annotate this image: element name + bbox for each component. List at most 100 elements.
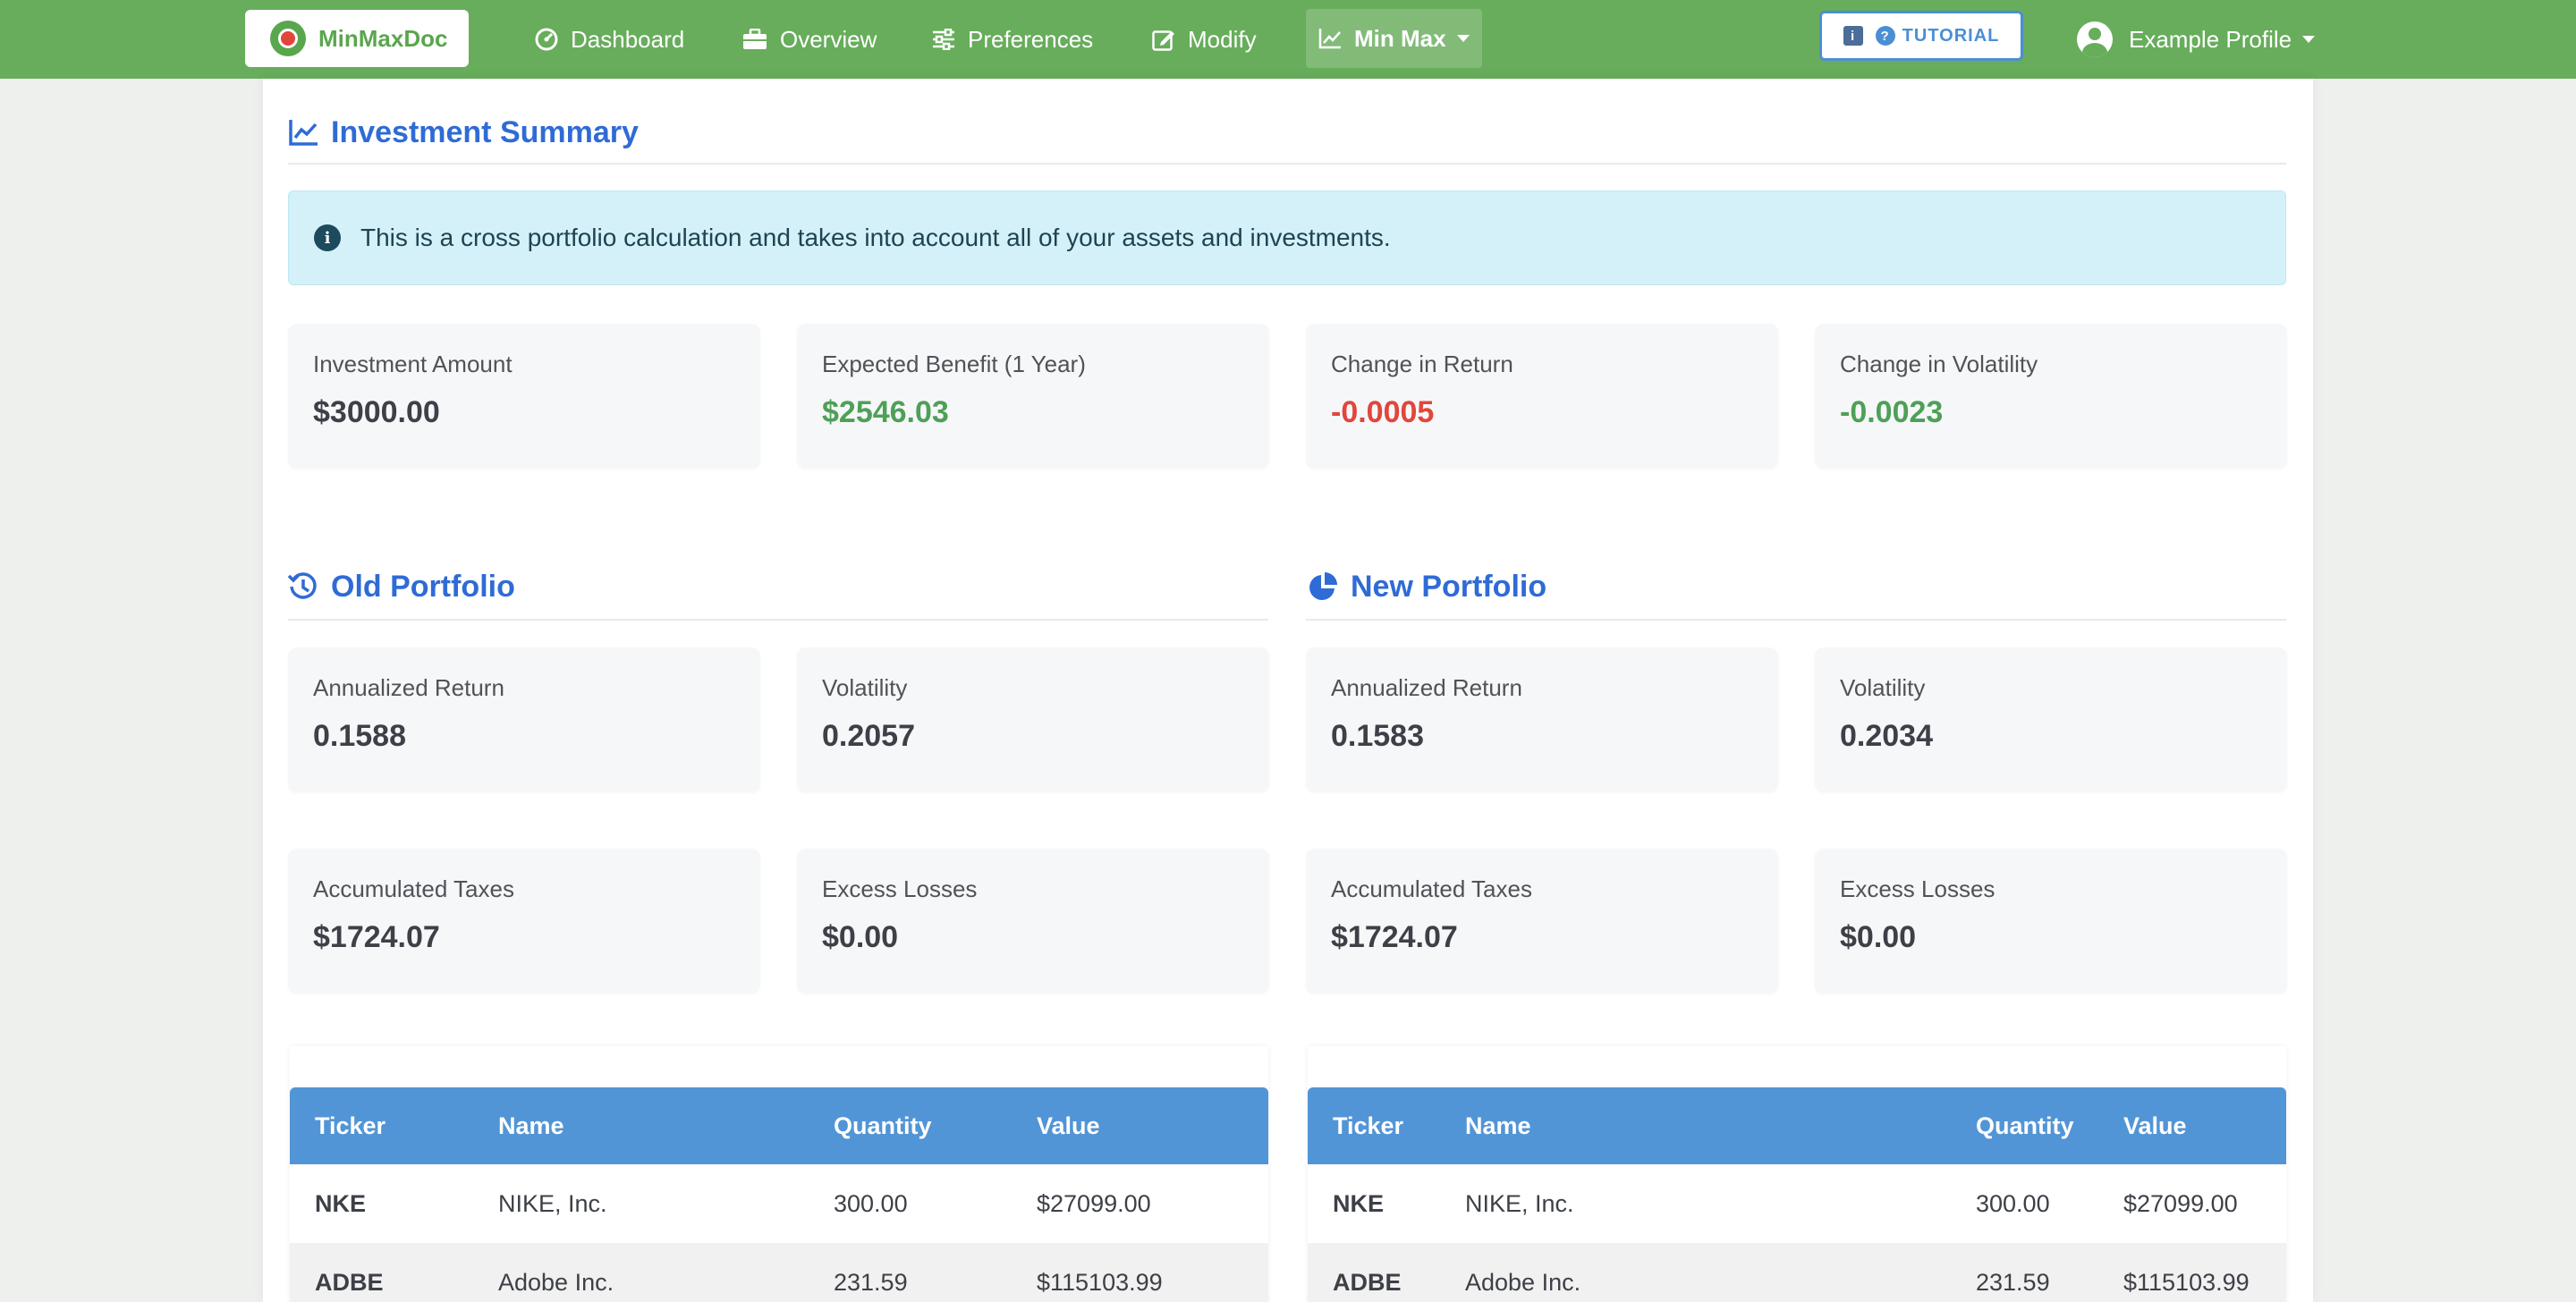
old-annualized-return-card: Annualized Return 0.1588 (288, 647, 760, 792)
stat-label: Accumulated Taxes (313, 875, 514, 902)
stat-label: Change in Volatility (1840, 351, 2038, 377)
pie-chart-icon (1308, 571, 1338, 602)
stat-value: $0.00 (1840, 920, 1917, 954)
old-holdings-table: Ticker Name Quantity Value NKE NIKE, Inc… (290, 1046, 1268, 1302)
question-circle-icon: ? (1875, 26, 1895, 46)
stat-value: 0.2057 (822, 719, 915, 753)
column-header-value[interactable]: Value (2123, 1112, 2187, 1139)
edit-icon (1152, 28, 1175, 51)
nav-preferences[interactable]: Preferences (932, 0, 1093, 79)
brand-name: MinMaxDoc (318, 24, 448, 52)
profile-dropdown[interactable]: Example Profile (2077, 0, 2316, 79)
old-accumulated-taxes-card: Accumulated Taxes $1724.07 (288, 849, 760, 993)
tutorial-label: TUTORIAL (1902, 25, 2000, 46)
info-alert-text: This is a cross portfolio calculation an… (360, 224, 1391, 251)
cell-ticker: ADBE (1333, 1269, 1402, 1296)
user-circle-icon (2077, 21, 2113, 57)
column-header-quantity[interactable]: Quantity (1976, 1112, 2074, 1139)
chevron-down-icon (2302, 36, 2316, 43)
new-portfolio-title: New Portfolio (1351, 569, 1547, 604)
info-square-icon: i (1843, 26, 1863, 46)
cell-value: $115103.99 (1037, 1269, 1163, 1296)
cell-ticker: ADBE (315, 1269, 384, 1296)
old-portfolio-title: Old Portfolio (331, 569, 515, 604)
divider (288, 163, 2286, 165)
cell-name: Adobe Inc. (1465, 1269, 1581, 1296)
stat-card-expected-benefit: Expected Benefit (1 Year) $2546.03 (797, 324, 1269, 469)
nav-dashboard-label: Dashboard (571, 25, 685, 53)
stat-label: Annualized Return (313, 674, 504, 701)
stat-value: $1724.07 (313, 920, 440, 954)
profile-name: Example Profile (2129, 25, 2292, 53)
cell-ticker: NKE (315, 1190, 367, 1217)
new-portfolio-heading: New Portfolio (1308, 567, 1546, 606)
column-header-name[interactable]: Name (498, 1112, 564, 1139)
column-header-ticker[interactable]: Ticker (1333, 1112, 1404, 1139)
divider (1306, 619, 2286, 621)
stat-value: 0.1588 (313, 719, 406, 753)
piggy-bank-icon (270, 21, 306, 56)
chart-line-icon (288, 118, 318, 147)
chevron-down-icon (1456, 35, 1470, 42)
stat-label: Excess Losses (822, 875, 978, 902)
stat-label: Expected Benefit (1 Year) (822, 351, 1086, 377)
top-navbar: MinMaxDoc Dashboard Overview Preferences… (0, 0, 2576, 79)
stat-value: -0.0023 (1840, 395, 1944, 429)
cell-ticker: NKE (1333, 1190, 1385, 1217)
stat-card-investment-amount: Investment Amount $3000.00 (288, 324, 760, 469)
stat-card-change-in-volatility: Change in Volatility -0.0023 (1815, 324, 2287, 469)
nav-minmax-dropdown[interactable]: Min Max (1306, 9, 1482, 68)
cell-name: NIKE, Inc. (498, 1190, 607, 1217)
nav-modify-label: Modify (1188, 25, 1257, 53)
cell-name: Adobe Inc. (498, 1269, 614, 1296)
investment-summary-title: Investment Summary (331, 114, 639, 149)
sliders-icon (932, 29, 955, 50)
stat-label: Volatility (1840, 674, 1926, 701)
old-portfolio-heading: Old Portfolio (288, 567, 515, 606)
cell-quantity: 300.00 (834, 1190, 908, 1217)
table-row: ADBE Adobe Inc. 231.59 $115103.99 (1308, 1243, 2286, 1302)
info-circle-icon: i (314, 224, 341, 251)
new-accumulated-taxes-card: Accumulated Taxes $1724.07 (1306, 849, 1778, 993)
stat-value: $1724.07 (1331, 920, 1458, 954)
stat-label: Investment Amount (313, 351, 513, 377)
tutorial-button[interactable]: i ? TUTORIAL (1819, 11, 2023, 61)
cell-value: $27099.00 (2123, 1190, 2238, 1217)
stat-label: Annualized Return (1331, 674, 1522, 701)
column-header-quantity[interactable]: Quantity (834, 1112, 932, 1139)
table-header: Ticker Name Quantity Value (290, 1087, 1268, 1164)
briefcase-icon (742, 29, 767, 50)
nav-overview-label: Overview (780, 25, 877, 53)
stat-value: $0.00 (822, 920, 899, 954)
gauge-icon (535, 28, 558, 51)
nav-modify[interactable]: Modify (1152, 0, 1257, 79)
stat-label: Accumulated Taxes (1331, 875, 1532, 902)
history-icon (288, 571, 318, 602)
stat-value: $2546.03 (822, 395, 949, 429)
cell-value: $27099.00 (1037, 1190, 1151, 1217)
column-header-ticker[interactable]: Ticker (315, 1112, 386, 1139)
old-excess-losses-card: Excess Losses $0.00 (797, 849, 1269, 993)
cell-quantity: 231.59 (1976, 1269, 2050, 1296)
stat-value: $3000.00 (313, 395, 440, 429)
column-header-value[interactable]: Value (1037, 1112, 1100, 1139)
nav-overview[interactable]: Overview (742, 0, 877, 79)
stat-card-change-in-return: Change in Return -0.0005 (1306, 324, 1778, 469)
table-row: NKE NIKE, Inc. 300.00 $27099.00 (1308, 1164, 2286, 1243)
stat-label: Excess Losses (1840, 875, 1996, 902)
old-volatility-card: Volatility 0.2057 (797, 647, 1269, 792)
table-row: NKE NIKE, Inc. 300.00 $27099.00 (290, 1164, 1268, 1243)
nav-dashboard[interactable]: Dashboard (535, 0, 684, 79)
column-header-name[interactable]: Name (1465, 1112, 1531, 1139)
stat-value: 0.1583 (1331, 719, 1424, 753)
cell-value: $115103.99 (2123, 1269, 2250, 1296)
cell-name: NIKE, Inc. (1465, 1190, 1574, 1217)
cell-quantity: 231.59 (834, 1269, 908, 1296)
nav-minmax-label: Min Max (1354, 24, 1446, 52)
investment-summary-heading: Investment Summary (288, 113, 639, 152)
info-alert: i This is a cross portfolio calculation … (288, 190, 2286, 285)
table-header: Ticker Name Quantity Value (1308, 1087, 2286, 1164)
stat-label: Volatility (822, 674, 908, 701)
brand-logo-link[interactable]: MinMaxDoc (245, 10, 469, 67)
stat-label: Change in Return (1331, 351, 1513, 377)
